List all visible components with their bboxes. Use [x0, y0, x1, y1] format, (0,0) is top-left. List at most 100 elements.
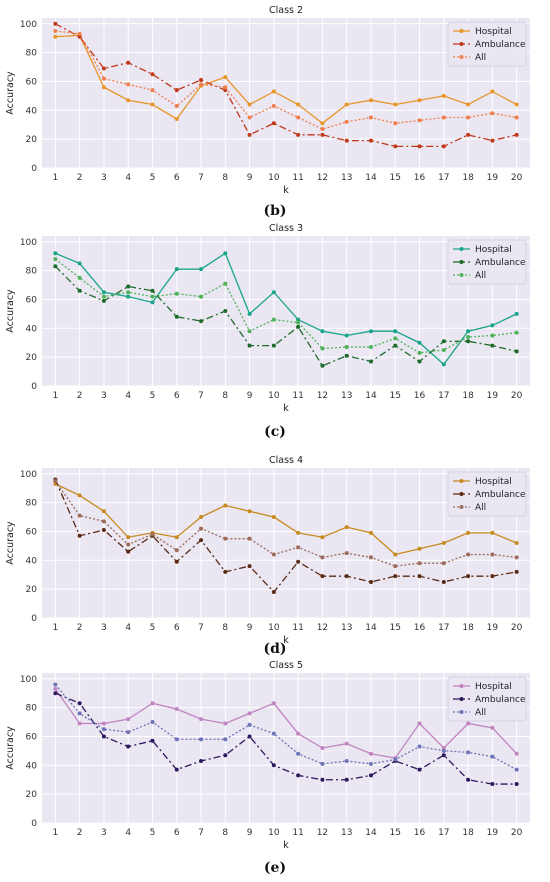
x-tick-label: 12 [317, 828, 328, 838]
x-tick-label: 4 [125, 828, 131, 838]
series-point-all [417, 118, 422, 123]
series-point-ambulance [296, 324, 301, 329]
series-line-hospital [55, 483, 517, 556]
series-point-all [296, 751, 301, 756]
series-point-hospital [514, 102, 519, 107]
y-tick-label: 20 [26, 790, 38, 800]
x-tick-label: 3 [101, 173, 107, 183]
x-tick-label: 6 [174, 391, 180, 401]
legend-label: All [475, 53, 486, 63]
series-point-hospital [393, 329, 398, 334]
series-point-ambulance [199, 538, 204, 543]
series-point-all [441, 748, 446, 753]
x-tick-label: 13 [341, 173, 352, 183]
series-point-ambulance [223, 753, 228, 758]
x-axis-label: k [283, 185, 289, 196]
series-point-all [223, 737, 228, 742]
x-tick-label: 17 [438, 623, 449, 633]
series-point-hospital [101, 721, 106, 726]
series-point-hospital [77, 721, 82, 726]
series-point-hospital [271, 515, 276, 520]
legend-label: Ambulance [475, 40, 526, 50]
series-point-ambulance [271, 343, 276, 348]
series-point-hospital [514, 311, 519, 316]
x-tick-label: 3 [101, 828, 107, 838]
series-point-hospital [417, 546, 422, 551]
legend-marker [459, 247, 464, 251]
x-tick-label: 7 [198, 623, 204, 633]
chart-panel-class-4: Class 4 0 20 40 60 80 100 1 2 3 4 5 6 7 8 9 10 11 12 13 14 15… [0, 450, 550, 650]
series-point-all [393, 121, 398, 126]
chart-title: Class 5 [269, 660, 303, 671]
y-tick-label: 60 [26, 77, 38, 87]
x-tick-label: 14 [365, 623, 377, 633]
series-point-ambulance [77, 34, 82, 39]
series-point-ambulance [417, 359, 422, 364]
series-point-ambulance [368, 359, 373, 364]
series-point-hospital [368, 751, 373, 756]
series-point-ambulance [490, 343, 495, 348]
y-tick-label: 100 [20, 238, 37, 248]
x-tick-label: 7 [198, 173, 204, 183]
series-point-ambulance [174, 88, 179, 93]
series-point-ambulance [320, 363, 325, 368]
x-tick-label: 11 [292, 828, 303, 838]
series-point-hospital [441, 746, 446, 750]
series-point-all [271, 552, 276, 557]
legend-box [447, 239, 527, 285]
y-tick-label: 80 [26, 499, 38, 509]
legend-marker [459, 260, 464, 264]
series-point-ambulance [368, 579, 373, 584]
series-point-all [320, 346, 325, 351]
series-point-all [344, 758, 349, 763]
x-tick-label: 16 [414, 173, 426, 183]
x-tick-label: 2 [77, 173, 83, 183]
legend-box [447, 471, 527, 517]
series-point-ambulance [199, 78, 204, 83]
series-point-hospital [320, 329, 325, 334]
series-point-hospital [247, 102, 252, 107]
x-tick-label: 1 [52, 623, 58, 633]
series-point-all [490, 333, 495, 338]
series-point-all [199, 294, 204, 299]
x-tick-label: 19 [487, 623, 499, 633]
series-point-ambulance [466, 132, 471, 137]
x-tick-label: 9 [247, 173, 253, 183]
y-tick-label: 40 [26, 761, 38, 771]
series-point-ambulance [174, 314, 179, 319]
legend-label: Ambulance [475, 258, 526, 268]
series-point-hospital [296, 530, 301, 535]
y-axis-label: Accuracy [5, 521, 16, 565]
series-point-all [368, 345, 373, 350]
series-line-hospital [54, 688, 518, 759]
x-tick-label: 13 [341, 391, 352, 401]
series-point-ambulance [77, 533, 82, 538]
series-point-all [101, 76, 106, 81]
series-point-hospital [271, 290, 276, 295]
series-point-all [490, 754, 495, 759]
series-point-hospital [441, 541, 446, 545]
x-tick-label: 17 [438, 391, 449, 401]
x-tick-label: 9 [247, 828, 253, 838]
x-tick-label: 4 [125, 623, 131, 633]
legend-marker [459, 29, 464, 33]
series-point-all [368, 115, 373, 120]
series-point-all [271, 103, 276, 108]
series-point-all [199, 737, 204, 742]
series-point-ambulance [344, 574, 349, 579]
x-tick-label: 18 [462, 391, 474, 401]
series-point-hospital [344, 102, 349, 107]
series-point-ambulance [441, 144, 446, 149]
legend-marker [459, 697, 464, 701]
x-tick-label: 17 [438, 173, 449, 183]
legend-label: Ambulance [475, 490, 526, 500]
series-point-all [271, 317, 276, 322]
series-point-ambulance [150, 738, 155, 743]
series-line-hospital [55, 34, 517, 125]
y-tick-label: 60 [26, 732, 38, 742]
x-tick-label: 11 [292, 391, 303, 401]
series-point-ambulance [393, 144, 398, 149]
y-tick-label: 20 [26, 135, 38, 145]
